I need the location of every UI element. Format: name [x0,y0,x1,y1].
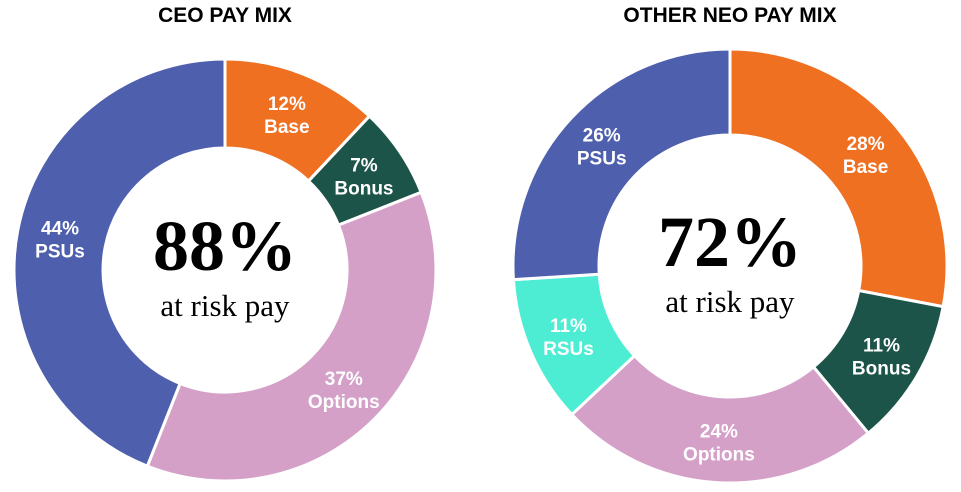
neo-chart-title: OTHER NEO PAY MIX [623,4,837,27]
neo-at-risk-percent: 72% [658,202,802,282]
ceo-label-bonus-value: 7% [350,156,378,177]
ceo-label-bonus-name: Bonus [334,179,393,200]
ceo-label-options-value: 37% [325,369,363,390]
neo-label-rsus-value: 11% [550,316,587,337]
neo-at-risk-label: at risk pay [665,284,795,319]
ceo-label-psus-name: PSUs [35,242,85,263]
ceo-slice-psus [12,57,227,469]
neo-slice-psus [511,47,732,282]
ceo-chart-title: CEO PAY MIX [158,4,292,27]
ceo-slice-options [145,190,438,483]
neo-label-options: 24% Options [683,422,755,466]
ceo-label-base-value: 12% [268,94,306,115]
neo-label-rsus: 11% RSUs [543,316,594,360]
ceo-label-options: 37% Options [308,369,380,413]
neo-label-options-name: Options [683,445,755,466]
neo-label-base-value: 28% [847,134,885,155]
neo-label-psus-value: 26% [583,126,621,147]
neo-label-base-name: Base [843,157,888,178]
neo-label-options-value: 24% [700,422,738,443]
neo-label-bonus-value: 11% [863,336,900,357]
neo-slice-base [728,47,949,309]
ceo-label-base: 12% Base [264,94,309,138]
neo-label-psus: 26% PSUs [577,126,627,170]
ceo-label-bonus: 7% Bonus [334,156,393,200]
ceo-label-base-name: Base [264,117,309,138]
ceo-label-psus-value: 44% [41,219,79,240]
neo-label-psus-name: PSUs [577,149,627,170]
neo-label-bonus-name: Bonus [852,359,911,380]
neo-label-bonus: 11% Bonus [852,336,911,380]
ceo-label-psus: 44% PSUs [35,219,85,263]
ceo-at-risk-percent: 88% [153,206,297,286]
neo-label-base: 28% Base [843,134,888,178]
ceo-at-risk-label: at risk pay [160,288,290,323]
ceo-label-options-name: Options [308,392,380,413]
neo-label-rsus-name: RSUs [543,339,594,360]
neo-slice-options [569,353,871,485]
